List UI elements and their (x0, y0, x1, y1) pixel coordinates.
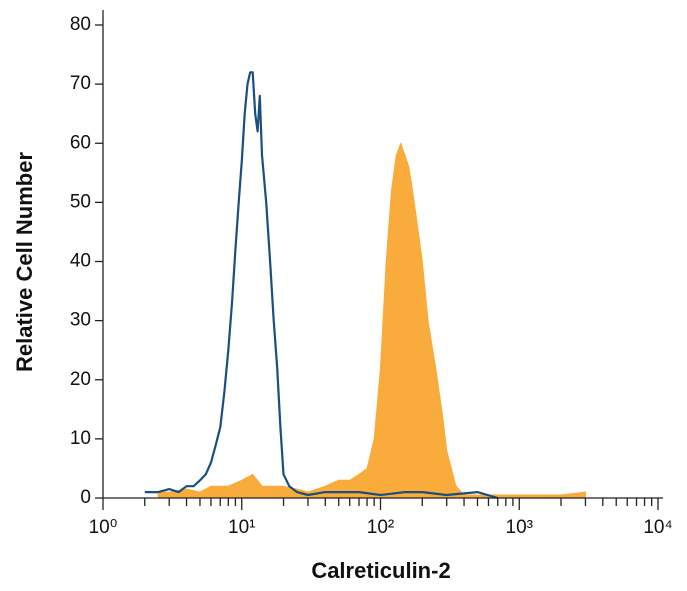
y-axis-label: Relative Cell Number (12, 152, 37, 373)
x-tick-label: 10¹ (228, 517, 255, 538)
x-tick-label: 10⁴ (643, 517, 672, 538)
y-tick-label: 0 (80, 487, 91, 508)
histogram-area (157, 141, 586, 499)
y-tick-label: 10 (70, 428, 91, 449)
x-tick-label: 10³ (506, 517, 533, 538)
x-tick-label: 10² (367, 517, 394, 538)
y-tick-label: 40 (70, 251, 91, 272)
x-tick-label: 10⁰ (89, 517, 118, 538)
y-tick-label: 70 (70, 73, 91, 94)
y-tick-label: 60 (70, 132, 91, 153)
y-tick-label: 20 (70, 369, 91, 390)
histogram-line (144, 71, 499, 500)
y-tick-label: 50 (70, 191, 91, 212)
y-tick-label: 80 (70, 14, 91, 35)
y-tick-label: 30 (70, 310, 91, 331)
x-axis-label: Calreticulin-2 (311, 558, 450, 583)
